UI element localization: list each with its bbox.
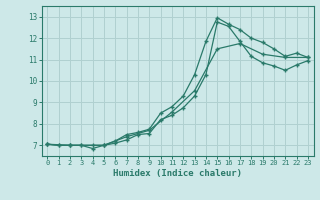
X-axis label: Humidex (Indice chaleur): Humidex (Indice chaleur): [113, 169, 242, 178]
